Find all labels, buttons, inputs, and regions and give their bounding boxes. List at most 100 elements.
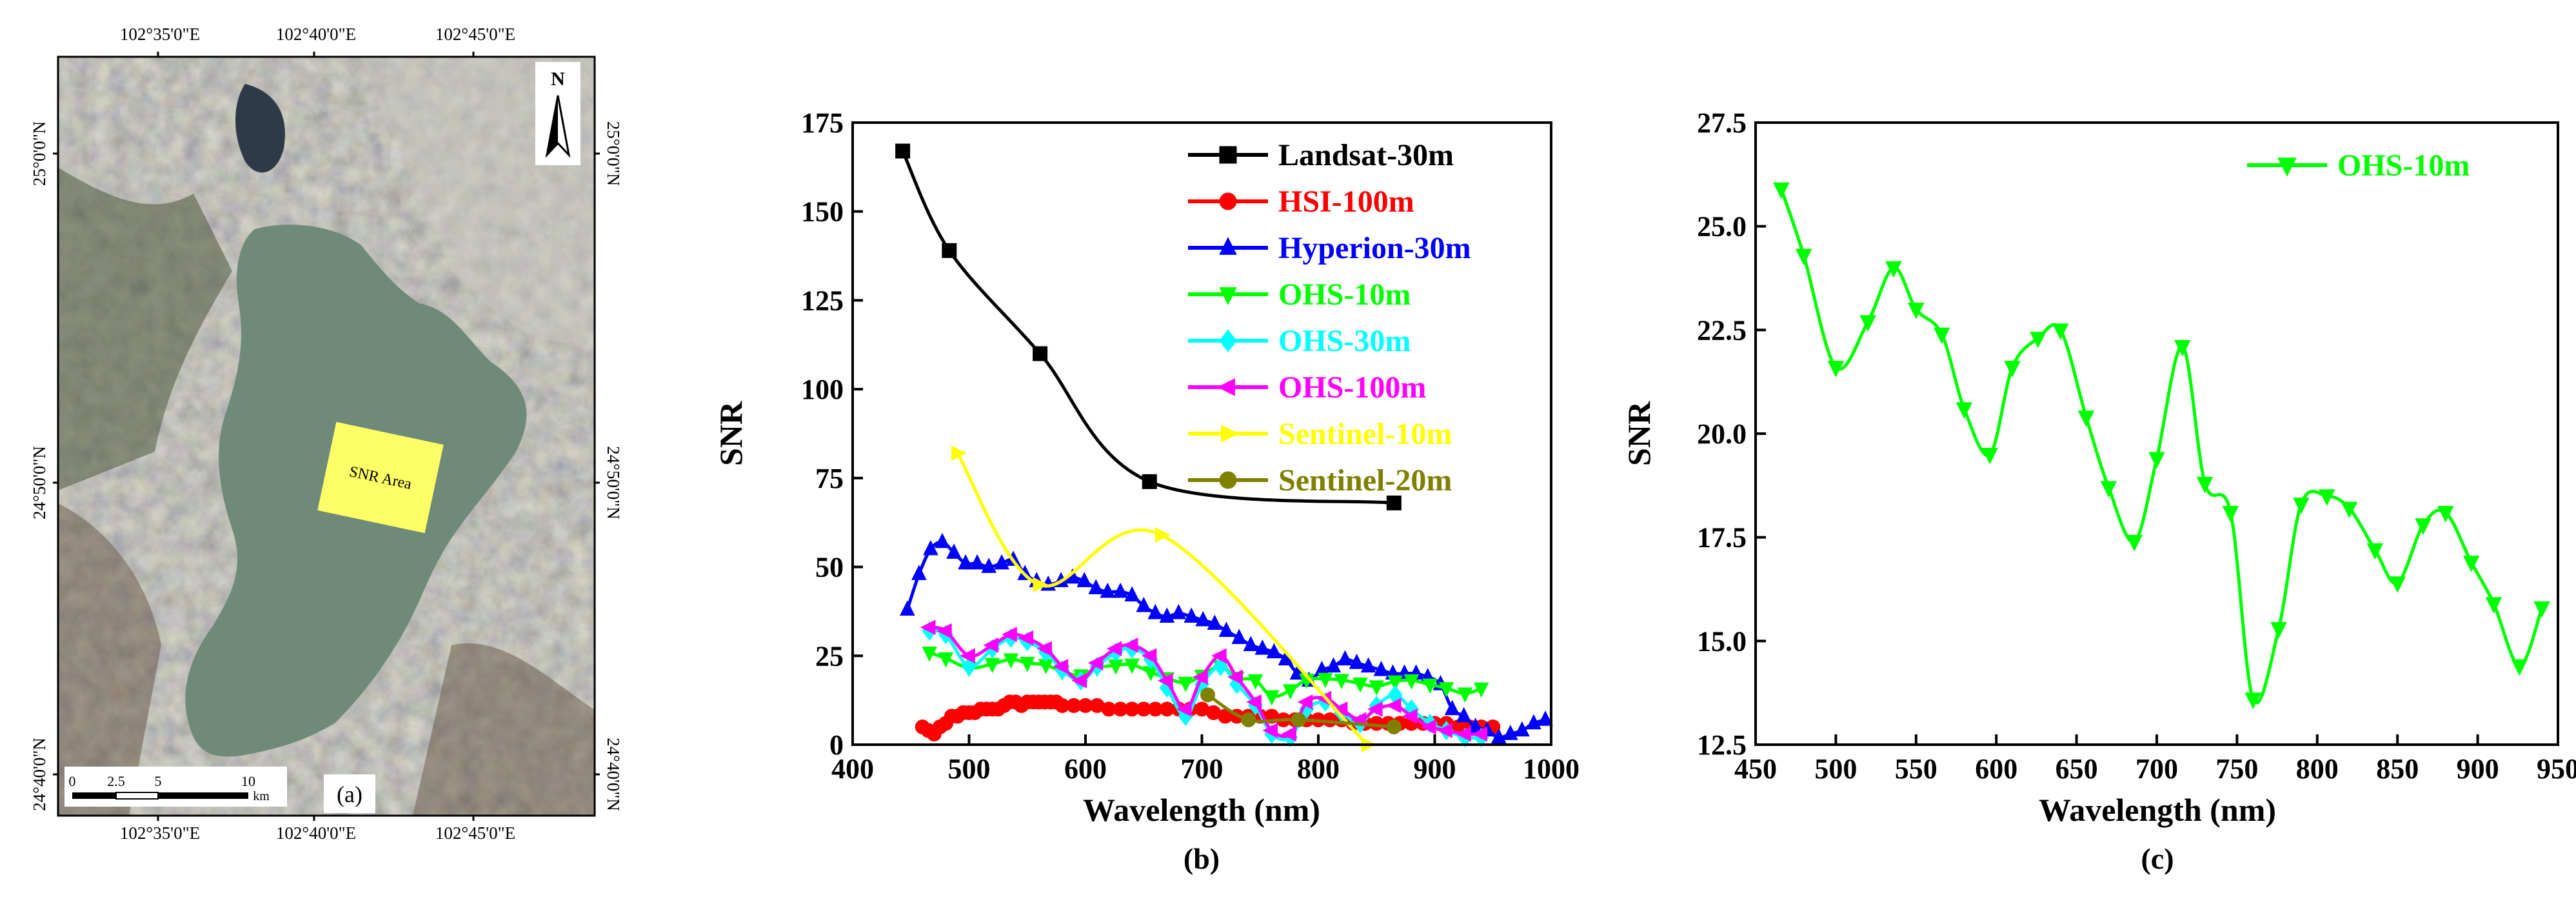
y-tick-label: 75 — [815, 463, 844, 494]
map-ticks — [53, 52, 600, 821]
data-point — [1933, 327, 1950, 345]
data-point — [1367, 701, 1383, 717]
chart-c: 450 500 550 600 650 700 750 800 850 900 950 12.5 15.… — [1621, 107, 2576, 875]
data-point — [1033, 577, 1049, 592]
lon-label-bottom: 102°40'0"E — [276, 823, 356, 843]
data-point — [960, 648, 975, 664]
data-point — [951, 445, 967, 461]
data-point — [1071, 673, 1087, 689]
data-point — [1352, 677, 1368, 693]
scale-tick-label: 0 — [69, 773, 76, 789]
series-line — [956, 452, 1369, 746]
panel-label-c: (c) — [2141, 842, 2174, 875]
y-axis-label-c: SNR — [1621, 401, 1657, 466]
mountain-region — [413, 643, 595, 816]
data-point — [1122, 637, 1138, 653]
x-tick-label: 900 — [1414, 753, 1456, 785]
data-point — [2148, 452, 2165, 469]
x-tick-label: 600 — [1064, 753, 1107, 785]
legend-marker — [1219, 192, 1237, 210]
data-point — [1373, 661, 1389, 676]
data-point — [1337, 650, 1353, 666]
data-point — [2222, 506, 2239, 523]
y-tick-label: 150 — [801, 196, 844, 228]
data-point — [946, 543, 962, 559]
legend-label: OHS-10m — [1278, 277, 1411, 312]
data-point — [1795, 248, 1812, 266]
y-tick-label: 25.0 — [1697, 211, 1747, 243]
data-point — [1142, 474, 1157, 489]
data-point — [1207, 614, 1223, 630]
data-point — [1200, 687, 1216, 703]
y-tick-label: 17.5 — [1697, 522, 1747, 554]
data-point — [1124, 658, 1140, 674]
y-axis-label-b: SNR — [713, 401, 749, 466]
legend-item: OHS-10m — [2247, 148, 2470, 183]
legend-item: OHS-30m — [1188, 324, 1411, 358]
legend-marker — [1219, 146, 1237, 164]
data-point — [1526, 714, 1541, 730]
data-point — [1018, 630, 1034, 646]
data-point — [1002, 627, 1017, 643]
series-ohs-10m — [1772, 182, 2550, 709]
data-point — [1514, 721, 1530, 737]
data-point — [2004, 361, 2021, 378]
lon-label-top: 102°40'0"E — [276, 25, 356, 44]
x-tick-label: 950 — [2537, 753, 2576, 785]
snr-area — [317, 421, 444, 534]
lat-label-right: 24°50'0"N — [604, 446, 623, 519]
data-point — [1827, 361, 1845, 378]
data-point — [1403, 674, 1420, 690]
data-point — [2196, 477, 2214, 494]
data-point — [1772, 182, 1790, 199]
data-point — [1241, 712, 1256, 727]
data-point — [2366, 543, 2384, 560]
data-point — [1538, 710, 1553, 726]
y-tick-label: 12.5 — [1697, 729, 1747, 761]
data-point — [2270, 621, 2287, 639]
data-point — [1291, 712, 1306, 727]
data-point — [2100, 481, 2117, 498]
plot-frame-c — [1754, 121, 2559, 746]
data-point — [2318, 489, 2335, 506]
north-label: N — [551, 68, 565, 90]
data-point — [1171, 603, 1187, 619]
lat-label-right: 24°40'0"N — [604, 738, 623, 811]
data-point — [1053, 659, 1069, 674]
series-line — [1207, 693, 1394, 729]
x-tick-label: 650 — [2056, 753, 2098, 785]
y-tick-label: 0 — [829, 729, 844, 761]
data-point — [981, 558, 996, 573]
x-tick-label: 900 — [2457, 753, 2499, 785]
data-point — [2244, 692, 2262, 709]
data-point — [1325, 657, 1342, 673]
data-point — [1100, 582, 1116, 598]
lat-label-left: 25°0'0"N — [30, 121, 49, 186]
legend-label: Hyperion-30m — [1278, 231, 1471, 265]
data-point — [936, 623, 952, 639]
legend-label: OHS-10m — [2337, 148, 2470, 183]
data-point — [1386, 495, 1402, 510]
data-point — [2389, 576, 2406, 593]
legend-label: OHS-30m — [1278, 324, 1411, 358]
x-tick-label: 700 — [1181, 753, 1224, 785]
data-point — [1318, 672, 1333, 689]
data-point — [1981, 448, 1999, 465]
data-point — [900, 600, 915, 616]
data-point — [1136, 596, 1152, 612]
data-point — [1334, 674, 1349, 690]
data-point — [1106, 641, 1122, 657]
data-point — [1076, 572, 1093, 587]
data-point — [1456, 707, 1472, 723]
data-point — [2533, 601, 2550, 618]
data-point — [1019, 657, 1035, 672]
legend-marker — [2277, 157, 2297, 177]
data-point — [2030, 332, 2046, 348]
data-point — [2462, 556, 2480, 572]
lon-label-top: 102°45'0"E — [435, 25, 515, 44]
data-point — [1263, 690, 1280, 706]
scale-tick-label: 10 — [241, 773, 255, 789]
y-tick-label: 25 — [815, 640, 844, 672]
lon-label-bottom: 102°35'0"E — [120, 823, 200, 843]
data-point — [2126, 534, 2143, 552]
